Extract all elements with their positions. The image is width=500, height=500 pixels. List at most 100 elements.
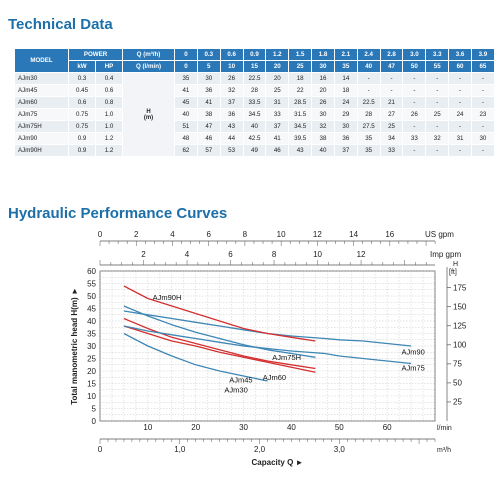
- q-lmin-value: 35: [333, 60, 358, 73]
- head-value-cell: -: [470, 84, 495, 97]
- head-value-cell: -: [402, 72, 427, 85]
- bottom-lmin-tick-label: 50: [335, 423, 344, 432]
- head-value-cell: 43: [288, 144, 313, 157]
- bottom-lmin-unit: l/min: [437, 425, 452, 432]
- head-value-cell: 22.5: [356, 96, 381, 109]
- model-cell: AJm60: [14, 96, 69, 109]
- table-row: AJm75H 0.75 1.0 51 47 43 40 37 34.5 32 30 27.5 25- - -…: [14, 120, 495, 133]
- m3h-unit: m³/h: [437, 447, 451, 454]
- right-axis: 25 50 75 100 125 150 175 H[ft]: [446, 261, 467, 421]
- head-value-cell: 33: [402, 132, 427, 145]
- imp-gpm-tick-label: 6: [228, 250, 233, 259]
- table-row: AJm30 0.3 0.4 H (m) 35 30 26 22.5 20 18 16 14- - - - - -: [14, 72, 495, 157]
- head-value-cell: 40: [174, 108, 198, 121]
- left-tick-label: 40: [87, 317, 96, 326]
- m3h-tick-label: 3,0: [334, 445, 346, 454]
- q-m3h-value: 0.3: [196, 48, 221, 61]
- head-value-cell: 28: [356, 108, 381, 121]
- head-value-cell: 40: [242, 120, 267, 133]
- head-value-cell: 26: [219, 72, 244, 85]
- head-value-cell: -: [425, 72, 450, 85]
- hp-cell: 0.6: [94, 84, 124, 97]
- head-value-cell: -: [356, 72, 381, 85]
- hp-cell: 0.8: [94, 96, 124, 109]
- head-value-cell: 44: [219, 132, 244, 145]
- head-value-cell: 41: [174, 84, 198, 97]
- q-lmin-value: 30: [311, 60, 335, 73]
- imp-gpm-tick-label: 12: [357, 250, 366, 259]
- series-label-ajm60: AJm60: [263, 373, 286, 382]
- series-label-ajm75h: AJm75H: [272, 353, 301, 362]
- right-axis-unit-h: H: [453, 261, 458, 268]
- q-lmin-value: 15: [242, 60, 267, 73]
- left-tick-label: 35: [87, 329, 96, 338]
- head-value-cell: 32: [219, 84, 244, 97]
- head-value-cell: 33: [379, 144, 404, 157]
- m3h-tick-label: 0: [98, 445, 103, 454]
- model-cell: AJm90: [14, 132, 69, 145]
- grid: [99, 270, 436, 422]
- bottom-lmin-tick-label: 30: [239, 423, 248, 432]
- head-value-cell: 31.5: [288, 108, 313, 121]
- series-line-ajm75h: [123, 305, 316, 358]
- series-label-ajm75: AJm75: [402, 363, 425, 372]
- hp-cell: 1.0: [94, 120, 124, 133]
- left-tick-label: 30: [87, 342, 96, 351]
- q-lmin-value: 25: [288, 60, 313, 73]
- left-tick-label: 50: [87, 292, 96, 301]
- right-tick-label: 75: [453, 360, 462, 369]
- series-line-ajm30: [123, 332, 268, 382]
- series-line-ajm90h: [123, 285, 316, 342]
- m3h-tick-label: 1,0: [174, 445, 186, 454]
- us-gpm-tick-label: 6: [206, 230, 211, 239]
- left-tick-label: 5: [92, 404, 97, 413]
- q-lmin-value: 65: [470, 60, 495, 73]
- head-value-cell: 25: [425, 108, 450, 121]
- head-value-cell: 20: [265, 72, 290, 85]
- head-value-cell: 22.5: [242, 72, 267, 85]
- head-value-cell: -: [448, 144, 472, 157]
- left-tick-label: 25: [87, 354, 96, 363]
- kw-cell: 0.75: [68, 120, 96, 133]
- q-m3h-value: 1.8: [311, 48, 335, 61]
- kw-cell: 0.9: [68, 144, 96, 157]
- q-lmin-value: 55: [425, 60, 450, 73]
- head-value-cell: 53: [219, 144, 244, 157]
- head-value-cell: 37: [333, 144, 358, 157]
- head-value-cell: 30: [311, 108, 335, 121]
- right-tick-label: 25: [453, 398, 462, 407]
- head-value-cell: 34.5: [288, 120, 313, 133]
- q-m3h-value: 3.3: [425, 48, 450, 61]
- series-line-ajm45: [123, 325, 316, 373]
- head-value-cell: 32: [425, 132, 450, 145]
- us-gpm-tick-label: 16: [385, 230, 394, 239]
- q-m3h-value: 2.4: [356, 48, 381, 61]
- head-value-cell: 37: [265, 120, 290, 133]
- imp-gpm-unit: Imp gpm: [430, 250, 461, 259]
- hp-cell: 1.2: [94, 132, 124, 145]
- right-tick-label: 100: [453, 341, 467, 350]
- left-tick-label: 0: [92, 417, 97, 426]
- q-lmin-value: 5: [196, 60, 221, 73]
- series-label-ajm45: AJm45: [229, 375, 252, 384]
- technical-data-title: Technical Data: [8, 16, 113, 33]
- imp-gpm-tick-label: 2: [141, 250, 146, 259]
- series-label-ajm90h: AJm90H: [153, 293, 182, 302]
- head-value-cell: 40: [311, 144, 335, 157]
- head-value-cell: -: [470, 72, 495, 85]
- q-m3h-value: 1.5: [288, 48, 313, 61]
- head-value-cell: 34: [379, 132, 404, 145]
- q-m3h-value: 1.2: [265, 48, 290, 61]
- table-header-row: MODEL POWER Q (m³/h) 0 0.3 0.6 0.9 1.2 1…: [14, 48, 495, 73]
- model-cell: AJm45: [14, 84, 69, 97]
- head-value-cell: 38: [311, 132, 335, 145]
- head-value-cell: 41: [196, 96, 221, 109]
- series-label-ajm90: AJm90: [402, 348, 425, 357]
- hp-header: HP: [94, 60, 124, 73]
- head-value-cell: 27: [379, 108, 404, 121]
- q-m3h-value: 2.8: [379, 48, 404, 61]
- head-value-cell: 24: [448, 108, 472, 121]
- q-m3h-value: 3.9: [470, 48, 495, 61]
